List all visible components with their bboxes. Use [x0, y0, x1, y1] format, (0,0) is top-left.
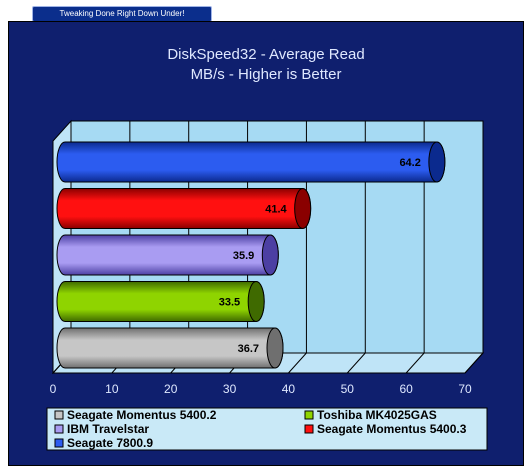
bar-value-label: 64.2 — [399, 157, 420, 169]
chart-panel: DiskSpeed32 - Average Read MB/s - Higher… — [8, 21, 524, 466]
chart-title-line-1: DiskSpeed32 - Average Read — [167, 46, 364, 63]
x-axis-ticks: 0 10 20 30 40 50 60 70 — [50, 382, 472, 396]
bar-value-label: 35.9 — [233, 250, 254, 262]
chart-frame: Tweaking Done Right Down Under! DiskSpee… — [4, 4, 524, 466]
legend-swatch — [54, 410, 64, 420]
x-tick-label: 60 — [399, 382, 413, 396]
bar-cap-1 — [247, 281, 265, 322]
x-tick-label: 20 — [164, 382, 178, 396]
x-tick-label: 10 — [105, 382, 119, 396]
bar-value-label: 36.7 — [238, 343, 259, 355]
chart-title-line-2: MB/s - Higher is Better — [191, 66, 342, 83]
x-tick-label: 30 — [223, 382, 237, 396]
legend-entry: Seagate Momentus 5400.3 — [317, 422, 467, 436]
x-tick-label: 40 — [282, 382, 296, 396]
legend-entry: Seagate Momentus 5400.2 — [67, 408, 217, 422]
legend-swatch — [54, 424, 64, 434]
bars: 36.7 33.5 35.9 41.4 64.2 — [56, 141, 446, 369]
legend-swatch — [54, 438, 64, 448]
x-tick-label: 50 — [341, 382, 355, 396]
chart: DiskSpeed32 - Average Read MB/s - Higher… — [46, 46, 488, 451]
legend-entry: Seagate 7800.9 — [67, 436, 153, 450]
grid-line-floor — [346, 352, 366, 374]
bar-cap-3 — [294, 188, 312, 229]
grid-line-floor — [464, 352, 484, 374]
legend-swatch — [304, 424, 314, 434]
bar-cap-0 — [266, 327, 284, 369]
x-tick-label: 0 — [50, 382, 57, 396]
legend-swatch — [304, 410, 314, 420]
bar-4 — [56, 141, 446, 183]
bar-cap-2 — [261, 234, 279, 276]
grid-line-floor — [405, 352, 425, 374]
site-banner: Tweaking Done Right Down Under! — [32, 6, 212, 22]
bar-value-label: 41.4 — [265, 204, 287, 216]
grid-line-floor — [288, 352, 307, 374]
legend-box — [46, 407, 488, 451]
bar-value-label: 33.5 — [219, 297, 240, 309]
legend-entry: IBM Travelstar — [67, 422, 149, 436]
x-tick-label: 70 — [458, 382, 472, 396]
legend: Seagate Momentus 5400.2 Toshiba MK4025GAS… — [46, 407, 488, 451]
legend-entry: Toshiba MK4025GAS — [317, 408, 437, 422]
chart-title: DiskSpeed32 - Average Read MB/s - Higher… — [167, 46, 364, 83]
bar-cap-4 — [428, 141, 446, 183]
